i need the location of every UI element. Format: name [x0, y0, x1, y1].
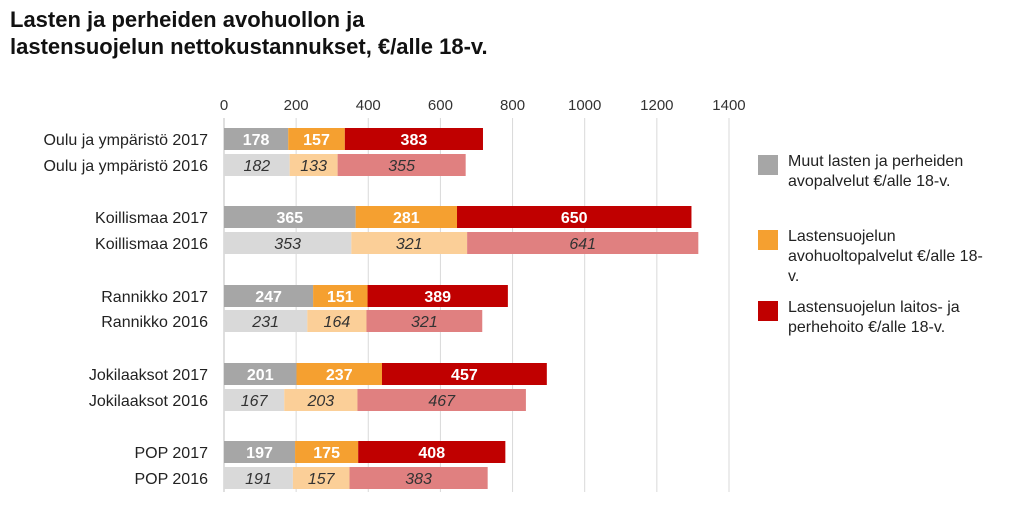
data-label: 191 — [245, 471, 272, 488]
data-label: 641 — [569, 236, 596, 253]
bar-segment — [295, 441, 359, 463]
data-label: 175 — [313, 445, 340, 462]
data-label: 203 — [306, 393, 334, 410]
bar-segment — [344, 128, 483, 150]
data-label: 151 — [327, 289, 354, 306]
title-line-2: lastensuojelun nettokustannukset, €/alle… — [10, 34, 488, 59]
bar-segment — [284, 389, 358, 411]
bar-segment — [224, 441, 296, 463]
legend-item-avohuolto: Lastensuojelun avohuoltopalvelut €/alle … — [758, 227, 988, 287]
bar-segment — [296, 363, 382, 385]
data-label: 182 — [243, 158, 270, 175]
bar-segment — [224, 467, 293, 489]
data-label: 247 — [255, 289, 282, 306]
bar-segment — [358, 441, 506, 463]
legend-label-avohuolto: Lastensuojelun avohuoltopalvelut €/alle … — [788, 228, 983, 285]
bar-segment — [292, 467, 350, 489]
data-label: 157 — [303, 132, 330, 149]
title-line-1: Lasten ja perheiden avohuollon ja — [10, 7, 365, 32]
bar-segment — [224, 363, 297, 385]
bar-segment — [367, 285, 508, 307]
data-label: 157 — [308, 471, 336, 488]
data-label: 237 — [326, 367, 353, 384]
data-label: 201 — [247, 367, 274, 384]
data-label: 457 — [451, 367, 478, 384]
data-label: 355 — [388, 158, 415, 175]
data-label: 383 — [401, 132, 428, 149]
bar-segment — [355, 206, 458, 228]
category-label: Rannikko 2017 — [101, 289, 208, 306]
data-label: 321 — [411, 314, 438, 331]
bar-segment — [313, 285, 368, 307]
x-tick-label: 800 — [500, 97, 525, 114]
data-label: 178 — [243, 132, 270, 149]
category-label: Jokilaaksot 2016 — [89, 393, 208, 410]
category-label: Koillismaa 2017 — [95, 210, 208, 227]
data-label: 650 — [561, 210, 588, 227]
legend-item-laitos: Lastensuojelun laitos- ja perhehoito €/a… — [758, 298, 988, 338]
category-label: Koillismaa 2016 — [95, 236, 208, 253]
bar-segment — [224, 232, 352, 254]
legend-swatch-avohuolto — [758, 230, 778, 250]
bar-segment — [224, 128, 289, 150]
category-label: Oulu ja ympäristö 2017 — [43, 132, 208, 149]
bar-segment — [366, 310, 483, 332]
legend-label-laitos: Lastensuojelun laitos- ja perhehoito €/a… — [788, 299, 960, 336]
x-tick-label: 400 — [356, 97, 381, 114]
x-tick-label: 1400 — [712, 97, 745, 114]
category-label: Oulu ja ympäristö 2016 — [43, 158, 208, 175]
bar-segment — [224, 389, 285, 411]
bar-segment — [381, 363, 547, 385]
data-label: 167 — [241, 393, 269, 410]
category-label: POP 2016 — [134, 471, 208, 488]
data-label: 231 — [251, 314, 279, 331]
bar-segment — [351, 232, 468, 254]
bar-segment — [224, 154, 290, 176]
bar-segment — [457, 206, 692, 228]
bar-segment — [349, 467, 488, 489]
data-label: 389 — [424, 289, 451, 306]
legend-swatch-muut — [758, 155, 778, 175]
bar-segment — [307, 310, 367, 332]
legend-swatch-laitos — [758, 301, 778, 321]
bar-segment — [288, 128, 345, 150]
bar-segment — [337, 154, 466, 176]
category-label: Jokilaaksot 2017 — [89, 367, 208, 384]
legend-label-muut: Muut lasten ja perheiden avopalvelut €/a… — [788, 153, 964, 190]
bar-segment — [357, 389, 526, 411]
data-label: 133 — [300, 158, 327, 175]
legend-item-muut: Muut lasten ja perheiden avopalvelut €/a… — [758, 152, 988, 192]
x-tick-label: 1200 — [640, 97, 673, 114]
data-label: 467 — [428, 393, 456, 410]
bar-segment — [289, 154, 338, 176]
bar-segment — [224, 285, 314, 307]
chart-title: Lasten ja perheiden avohuollon ja lasten… — [10, 6, 710, 60]
data-label: 353 — [274, 236, 301, 253]
data-label: 164 — [324, 314, 351, 331]
x-tick-label: 0 — [220, 97, 228, 114]
data-label: 383 — [405, 471, 432, 488]
data-label: 281 — [393, 210, 420, 227]
category-label: Rannikko 2016 — [101, 314, 208, 331]
bar-segment — [224, 310, 308, 332]
x-tick-label: 600 — [428, 97, 453, 114]
data-label: 408 — [418, 445, 445, 462]
x-tick-label: 200 — [284, 97, 309, 114]
x-tick-label: 1000 — [568, 97, 601, 114]
bar-segment — [224, 206, 356, 228]
bar-segment — [467, 232, 699, 254]
data-label: 365 — [276, 210, 303, 227]
data-label: 197 — [246, 445, 273, 462]
category-label: POP 2017 — [134, 445, 208, 462]
data-label: 321 — [396, 236, 423, 253]
